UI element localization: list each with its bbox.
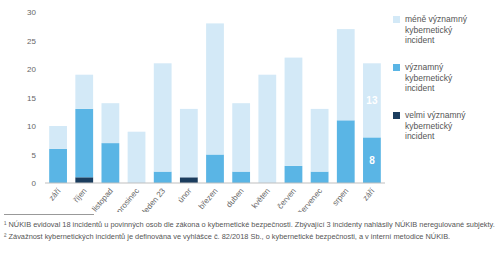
legend-label: velmi významnýkybernetickýincident (405, 110, 466, 141)
bar-segment (180, 109, 198, 177)
y-tick (42, 97, 45, 98)
y-tick (42, 183, 45, 184)
x-tick-label: únor (176, 186, 193, 204)
bar-segment (311, 172, 329, 183)
bar-segment (337, 120, 355, 183)
x-tick-label: srpen (331, 187, 351, 208)
separator (4, 214, 94, 215)
bar-segment (285, 58, 303, 166)
bar-segment (75, 109, 93, 177)
x-tick-label: červen (276, 187, 298, 211)
legend-label: méně významnýkybernetickýincident (405, 14, 468, 45)
y-tick-label: 0 (32, 179, 37, 188)
legend-marker (393, 64, 400, 71)
x-tick-label: listopad (90, 187, 115, 212)
footnotes: ¹ NÚKIB evidoval 18 incidentů u povinnýc… (4, 220, 496, 243)
x-tick-label: leden 23 (141, 186, 168, 212)
bar-segment (180, 177, 198, 183)
bar-segment (154, 172, 172, 183)
legend-line: kybernetický (405, 121, 453, 131)
bar-segment (128, 132, 146, 183)
y-tick (42, 40, 45, 41)
bar-segment (258, 75, 276, 183)
y-tick-label: 10 (27, 122, 36, 131)
chart: 0 5 10 15 20 25 30 8 13 září říjenlistopadprosinec… (0, 0, 500, 212)
y-tick (42, 154, 45, 155)
legend-marker (393, 112, 400, 119)
bar-segment (311, 109, 329, 172)
bar-segment (154, 63, 172, 171)
legend-line: kybernetický (405, 73, 453, 83)
data-label: 8 (369, 155, 375, 166)
x-tick-label: březen (197, 187, 220, 212)
bar-segment (363, 137, 381, 183)
y-tick (42, 126, 45, 127)
y-tick-label: 20 (27, 65, 36, 74)
bar-segment (206, 155, 224, 184)
x-tick-label: červenec (296, 187, 324, 212)
x-tick-label: květen (250, 187, 272, 211)
legend-line: méně významný (405, 14, 468, 24)
bar-segment (101, 103, 119, 143)
x-tick-label: říjen (72, 187, 89, 205)
y-tick (42, 12, 45, 13)
legend-line: kybernetický (405, 25, 453, 35)
footnote: ¹ NÚKIB evidoval 18 incidentů u povinnýc… (4, 220, 496, 230)
x-axis (45, 183, 385, 184)
legend-line: incident (405, 83, 435, 93)
bar-segment (75, 75, 93, 109)
bar-segment (232, 103, 250, 171)
bar-segment (337, 29, 355, 120)
bar-segment (101, 143, 119, 183)
legend-line: incident (405, 35, 435, 45)
legend-label: významnýkybernetickýincident (405, 62, 453, 93)
data-label: 13 (366, 95, 378, 106)
legend-marker (393, 16, 400, 23)
footnote: ² Závažnost kybernetických incidentů je … (4, 232, 496, 242)
x-tick-label: září (47, 186, 63, 203)
y-tick-label: 25 (27, 37, 36, 46)
legend-line: velmi významný (405, 110, 466, 120)
legend-line: incident (405, 131, 435, 141)
y-tick-label: 15 (27, 94, 36, 103)
bar-segment (363, 63, 381, 137)
bar-segment (49, 126, 67, 149)
y-tick-label: 30 (27, 8, 36, 17)
bar-segment (75, 177, 93, 183)
y-tick-label: 5 (32, 151, 37, 160)
bar-segment (206, 23, 224, 154)
bars (49, 23, 381, 183)
y-tick (42, 69, 45, 70)
bar-segment (232, 172, 250, 183)
x-tick-label: duben (224, 187, 245, 210)
bar-segment (285, 166, 303, 183)
x-tick-label: září (361, 186, 377, 203)
bar-segment (49, 149, 67, 183)
legend-line: významný (405, 62, 444, 72)
x-tick-label: prosinec (115, 187, 141, 212)
